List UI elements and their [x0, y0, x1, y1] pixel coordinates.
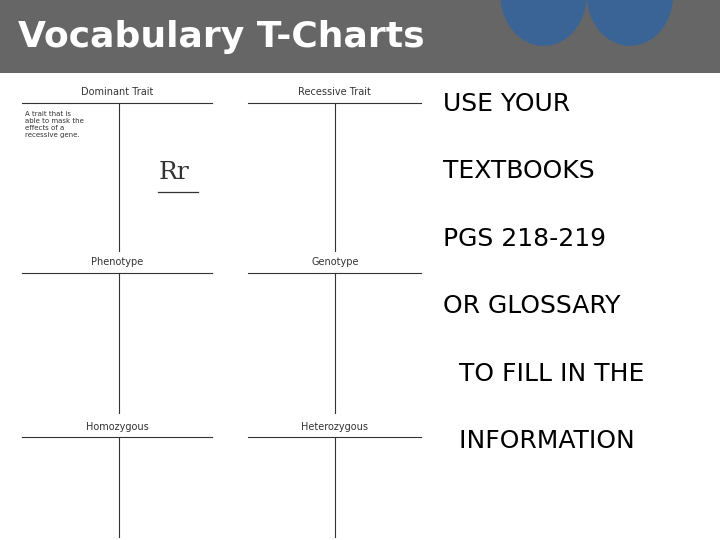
- Text: A trait that is
able to mask the
effects of a
recessive gene.: A trait that is able to mask the effects…: [25, 111, 84, 138]
- Text: Heterozygous: Heterozygous: [301, 422, 369, 432]
- Text: Vocabulary T-Charts: Vocabulary T-Charts: [18, 20, 425, 53]
- Text: OR GLOSSARY: OR GLOSSARY: [443, 294, 620, 318]
- Text: Genotype: Genotype: [311, 257, 359, 267]
- Text: Recessive Trait: Recessive Trait: [298, 87, 372, 97]
- Text: PGS 218-219: PGS 218-219: [443, 227, 606, 251]
- FancyBboxPatch shape: [0, 0, 720, 73]
- Text: Dominant Trait: Dominant Trait: [81, 87, 153, 97]
- Ellipse shape: [587, 0, 673, 46]
- Text: USE YOUR: USE YOUR: [443, 92, 570, 116]
- Text: TEXTBOOKS: TEXTBOOKS: [443, 159, 595, 183]
- Text: Phenotype: Phenotype: [91, 257, 143, 267]
- Ellipse shape: [500, 0, 587, 46]
- Text: Rr: Rr: [158, 161, 189, 184]
- Text: INFORMATION: INFORMATION: [443, 429, 634, 453]
- Text: TO FILL IN THE: TO FILL IN THE: [443, 362, 644, 386]
- Text: Homozygous: Homozygous: [86, 422, 148, 432]
